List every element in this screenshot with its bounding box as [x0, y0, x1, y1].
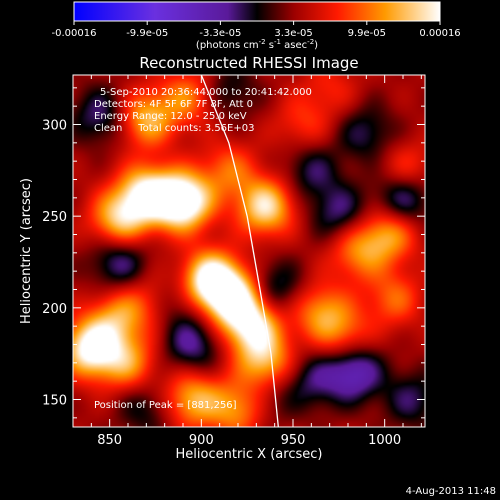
peak-position-label: Position of Peak = [881,256]: [94, 400, 237, 411]
y-tick-label: 250: [42, 210, 67, 225]
colorbar-ticks: -0.00016 -9.9e-05 -3.3e-05 3.3e-05 9.9e-05 0.…: [52, 21, 461, 39]
colorbar-tick-label: -0.00016: [52, 28, 97, 39]
y-axis-label: Heliocentric Y (arcsec): [19, 178, 34, 324]
colorbar-tick-label: 0.00016: [419, 28, 460, 39]
colorbar: -0.00016 -9.9e-05 -3.3e-05 3.3e-05 9.9e-05 0.…: [52, 1, 461, 51]
y-tick-label: 200: [42, 302, 67, 317]
x-tick-label: 850: [97, 433, 122, 448]
colorbar-label: (photons cm-2 s-1 asec-2): [196, 38, 318, 51]
annotation-time-range: 5-Sep-2010 20:36:44.000 to 20:41:42.000: [100, 87, 312, 98]
solar-limb-arc: [200, 75, 279, 427]
annotation-energy-range: Energy Range: 12.0 - 25.0 keV: [94, 111, 247, 122]
heatmap-image: [73, 75, 425, 427]
colorbar-tick-label: 9.9e-05: [348, 28, 386, 39]
x-axis-label: Heliocentric X (arcsec): [176, 447, 323, 462]
y-tick-label: 150: [42, 394, 67, 409]
axes: 850 900 950 1000 150 200 250 300: [42, 75, 425, 448]
colorbar-tick-label: -3.3e-05: [199, 28, 241, 39]
colorbar-tick-label: -9.9e-05: [126, 28, 168, 39]
plot-frame: [72, 74, 426, 428]
footer-timestamp: 4-Aug-2013 11:48: [406, 486, 496, 497]
colorbar-tick-label: 3.3e-05: [274, 28, 312, 39]
annotations: 5-Sep-2010 20:36:44.000 to 20:41:42.000 …: [94, 87, 312, 411]
x-tick-label: 1000: [368, 433, 401, 448]
plot-area: [73, 75, 425, 427]
x-tick-label: 900: [189, 433, 214, 448]
x-tick-label: 950: [281, 433, 306, 448]
annotation-detectors: Detectors: 4F 5F 6F 7F 8F, Att 0: [94, 99, 253, 110]
chart-title: Reconstructed RHESSI Image: [139, 54, 358, 72]
colorbar-gradient: [73, 1, 441, 22]
annotation-clean-counts: Clean Total counts: 3.56E+03: [94, 123, 254, 134]
y-tick-label: 300: [42, 119, 67, 134]
